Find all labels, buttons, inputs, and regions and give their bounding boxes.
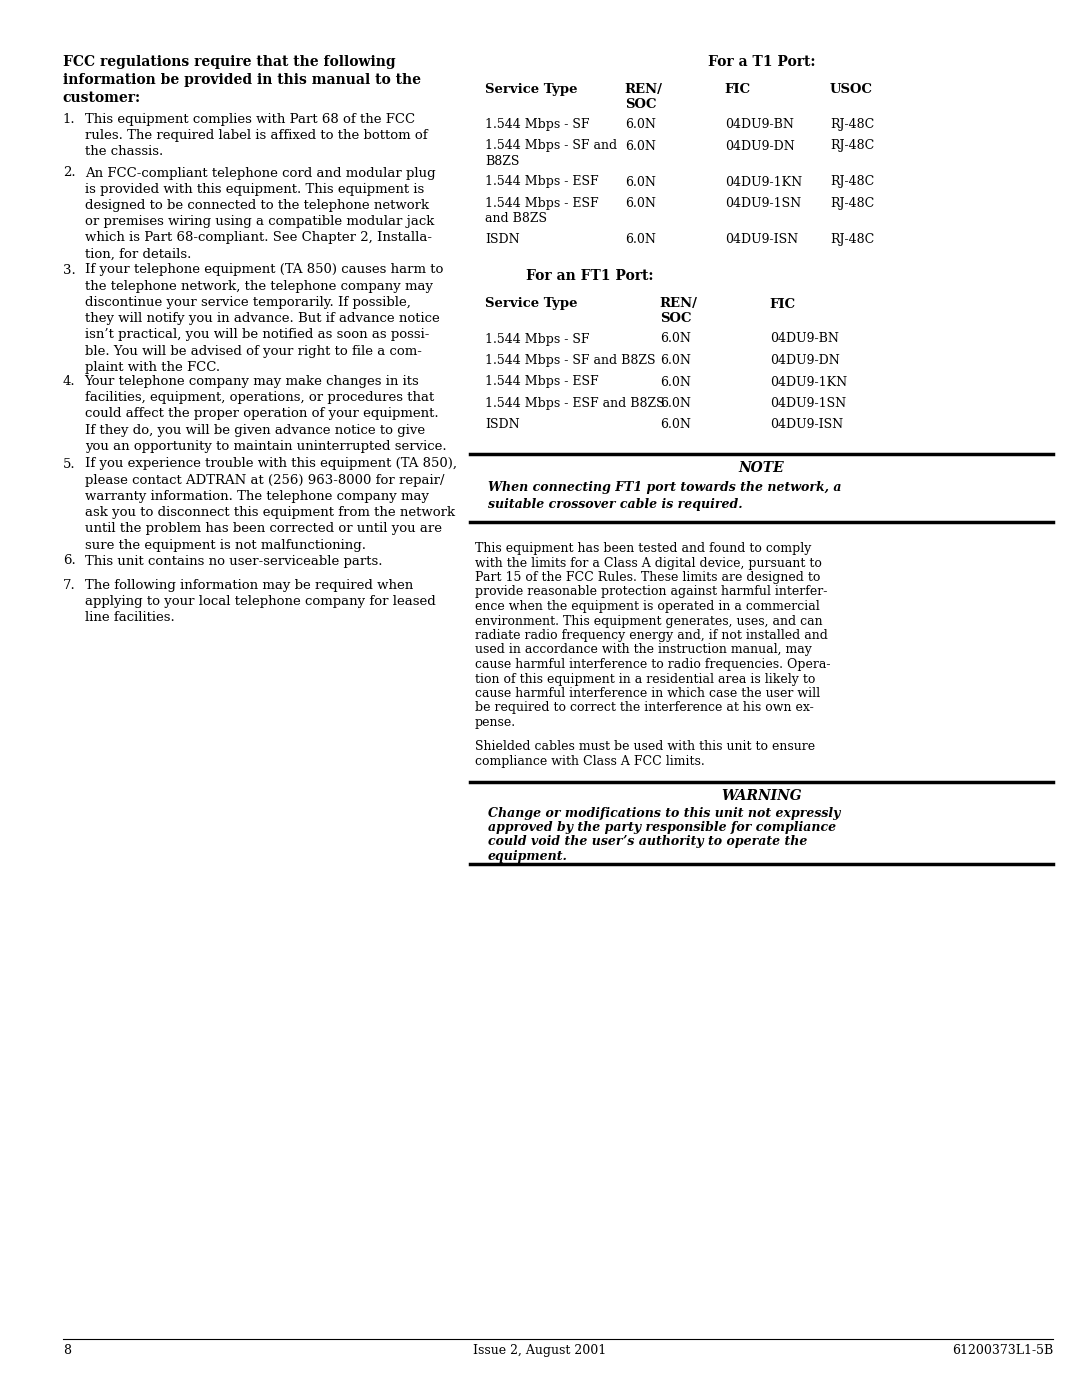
Text: 04DU9-ISN: 04DU9-ISN	[725, 233, 798, 246]
Text: 6.0N: 6.0N	[625, 140, 656, 152]
Text: 04DU9-DN: 04DU9-DN	[725, 140, 795, 152]
Text: 8: 8	[63, 1344, 70, 1356]
Text: 1.: 1.	[63, 113, 76, 126]
Text: FIC: FIC	[770, 298, 796, 310]
Text: 6.0N: 6.0N	[660, 397, 691, 409]
Text: USOC: USOC	[829, 82, 873, 96]
Text: 6.0N: 6.0N	[625, 197, 656, 210]
Text: 1.544 Mbps - SF and
B8ZS: 1.544 Mbps - SF and B8ZS	[485, 140, 617, 168]
Text: An FCC-compliant telephone cord and modular plug
is provided with this equipment: An FCC-compliant telephone cord and modu…	[84, 166, 435, 260]
Text: This equipment has been tested and found to comply: This equipment has been tested and found…	[475, 542, 811, 555]
Text: 04DU9-BN: 04DU9-BN	[725, 117, 794, 131]
Text: WARNING: WARNING	[721, 788, 801, 802]
Text: RJ-48C: RJ-48C	[829, 117, 874, 131]
Text: 6.0N: 6.0N	[625, 117, 656, 131]
Text: cause harmful interference to radio frequencies. Opera-: cause harmful interference to radio freq…	[475, 658, 831, 671]
Text: ISDN: ISDN	[485, 419, 519, 432]
Text: 1.544 Mbps - ESF: 1.544 Mbps - ESF	[485, 176, 598, 189]
Text: 6.0N: 6.0N	[625, 176, 656, 189]
Text: 04DU9-1KN: 04DU9-1KN	[770, 376, 847, 388]
Text: 04DU9-ISN: 04DU9-ISN	[770, 419, 842, 432]
Text: tion of this equipment in a residential area is likely to: tion of this equipment in a residential …	[475, 672, 815, 686]
Text: When connecting FT1 port towards the network, a: When connecting FT1 port towards the net…	[488, 481, 841, 495]
Text: If your telephone equipment (TA 850) causes harm to
the telephone network, the t: If your telephone equipment (TA 850) cau…	[84, 264, 443, 374]
Text: The following information may be required when
applying to your local telephone : The following information may be require…	[84, 578, 435, 624]
Text: ISDN: ISDN	[485, 233, 519, 246]
Text: 6.: 6.	[63, 555, 76, 567]
Text: 1.544 Mbps - ESF: 1.544 Mbps - ESF	[485, 376, 598, 388]
Text: If you experience trouble with this equipment (TA 850),
please contact ADTRAN at: If you experience trouble with this equi…	[84, 457, 457, 552]
Text: RJ-48C: RJ-48C	[829, 176, 874, 189]
Text: cause harmful interference in which case the user will: cause harmful interference in which case…	[475, 687, 820, 700]
Text: 1.544 Mbps - SF: 1.544 Mbps - SF	[485, 117, 590, 131]
Text: 2.: 2.	[63, 166, 76, 179]
Text: Issue 2, August 2001: Issue 2, August 2001	[473, 1344, 607, 1356]
Text: RJ-48C: RJ-48C	[829, 140, 874, 152]
Text: Service Type: Service Type	[485, 298, 578, 310]
Text: 04DU9-BN: 04DU9-BN	[770, 332, 839, 345]
Text: This equipment complies with Part 68 of the FCC
rules. The required label is aff: This equipment complies with Part 68 of …	[84, 113, 428, 158]
Text: ence when the equipment is operated in a commercial: ence when the equipment is operated in a…	[475, 599, 820, 613]
Text: 1.544 Mbps - ESF
and B8ZS: 1.544 Mbps - ESF and B8ZS	[485, 197, 598, 225]
Text: could void the user’s authority to operate the: could void the user’s authority to opera…	[488, 835, 807, 848]
Text: 61200373L1-5B: 61200373L1-5B	[951, 1344, 1053, 1356]
Text: 04DU9-1SN: 04DU9-1SN	[725, 197, 801, 210]
Text: 3.: 3.	[63, 264, 76, 277]
Text: For an FT1 Port:: For an FT1 Port:	[526, 270, 653, 284]
Text: 6.0N: 6.0N	[660, 376, 691, 388]
Text: 04DU9-1SN: 04DU9-1SN	[770, 397, 846, 409]
Text: compliance with Class A FCC limits.: compliance with Class A FCC limits.	[475, 754, 704, 768]
Text: Service Type: Service Type	[485, 82, 578, 96]
Text: REN/
SOC: REN/ SOC	[625, 82, 663, 110]
Text: For a T1 Port:: For a T1 Port:	[707, 54, 815, 68]
Text: be required to correct the interference at his own ex-: be required to correct the interference …	[475, 701, 813, 714]
Text: used in accordance with the instruction manual, may: used in accordance with the instruction …	[475, 644, 812, 657]
Text: 1.544 Mbps - SF: 1.544 Mbps - SF	[485, 332, 590, 345]
Text: pense.: pense.	[475, 717, 516, 729]
Text: RJ-48C: RJ-48C	[829, 233, 874, 246]
Text: Part 15 of the FCC Rules. These limits are designed to: Part 15 of the FCC Rules. These limits a…	[475, 571, 820, 584]
Text: with the limits for a Class A digital device, pursuant to: with the limits for a Class A digital de…	[475, 556, 822, 570]
Text: NOTE: NOTE	[739, 461, 784, 475]
Text: FCC regulations require that the following
information be provided in this manua: FCC regulations require that the followi…	[63, 54, 420, 105]
Text: 4.: 4.	[63, 374, 76, 388]
Text: suitable crossover cable is required.: suitable crossover cable is required.	[488, 497, 742, 511]
Text: 6.0N: 6.0N	[660, 353, 691, 367]
Text: Change or modifications to this unit not expressly: Change or modifications to this unit not…	[488, 806, 840, 820]
Text: 6.0N: 6.0N	[660, 419, 691, 432]
Text: 04DU9-1KN: 04DU9-1KN	[725, 176, 802, 189]
Text: radiate radio frequency energy and, if not installed and: radiate radio frequency energy and, if n…	[475, 629, 827, 643]
Text: Your telephone company may make changes in its
facilities, equipment, operations: Your telephone company may make changes …	[84, 374, 446, 453]
Text: 7.: 7.	[63, 578, 76, 592]
Text: 5.: 5.	[63, 457, 76, 471]
Text: 04DU9-DN: 04DU9-DN	[770, 353, 839, 367]
Text: 6.0N: 6.0N	[660, 332, 691, 345]
Text: FIC: FIC	[725, 82, 751, 96]
Text: approved by the party responsible for compliance: approved by the party responsible for co…	[488, 821, 836, 834]
Text: Shielded cables must be used with this unit to ensure: Shielded cables must be used with this u…	[475, 740, 815, 753]
Text: 6.0N: 6.0N	[625, 233, 656, 246]
Text: This unit contains no user-serviceable parts.: This unit contains no user-serviceable p…	[84, 555, 382, 567]
Text: provide reasonable protection against harmful interfer-: provide reasonable protection against ha…	[475, 585, 827, 598]
Text: REN/
SOC: REN/ SOC	[660, 298, 698, 326]
Text: environment. This equipment generates, uses, and can: environment. This equipment generates, u…	[475, 615, 823, 627]
Text: 1.544 Mbps - SF and B8ZS: 1.544 Mbps - SF and B8ZS	[485, 353, 656, 367]
Text: RJ-48C: RJ-48C	[829, 197, 874, 210]
Text: 1.544 Mbps - ESF and B8ZS: 1.544 Mbps - ESF and B8ZS	[485, 397, 664, 409]
Text: equipment.: equipment.	[488, 849, 568, 863]
